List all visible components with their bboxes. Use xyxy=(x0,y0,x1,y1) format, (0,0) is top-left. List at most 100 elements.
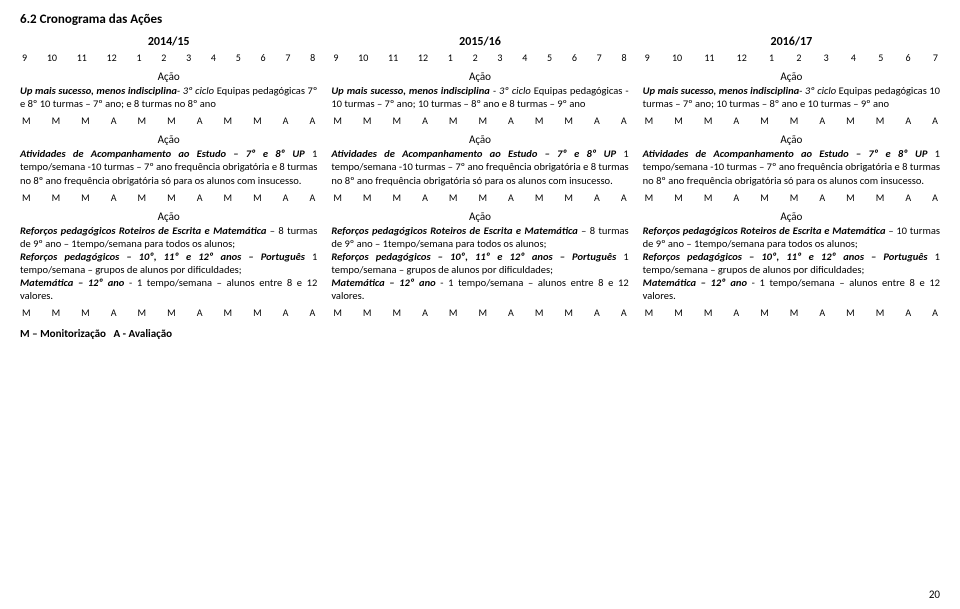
cell: M xyxy=(535,306,544,319)
cell: 10 xyxy=(672,51,682,64)
cell: 5 xyxy=(878,51,883,64)
action-3-col-2: Reforços pedagógicos Roteiros de Escrita… xyxy=(331,224,628,303)
cell: A xyxy=(422,191,428,204)
cell: M xyxy=(22,306,31,319)
cell: M xyxy=(138,191,147,204)
cell: M xyxy=(645,191,654,204)
action-2-col-2: Atividades de Acompanhamento ao Estudo –… xyxy=(331,147,628,186)
cell: M xyxy=(81,191,90,204)
cell: A xyxy=(621,191,627,204)
cell: 3 xyxy=(497,51,502,64)
cell: 10 xyxy=(358,51,368,64)
cell: A xyxy=(111,191,117,204)
mm-row-2: MMMAMMAMMAA MMMAMMAMMAA MMMAMMAMMAA xyxy=(20,187,940,210)
cell: A xyxy=(197,191,203,204)
cell: M xyxy=(790,306,799,319)
cell: A xyxy=(111,306,117,319)
cell: A xyxy=(594,191,600,204)
cell: A xyxy=(309,306,315,319)
months-2015: 910111212345678 xyxy=(331,51,628,64)
cell: A xyxy=(819,191,825,204)
cell: 8 xyxy=(310,51,315,64)
cell: M xyxy=(52,306,61,319)
cell: 4 xyxy=(522,51,527,64)
year-2014: 2014/15 xyxy=(20,35,317,49)
action-row-2: Ação Atividades de Acompanhamento ao Est… xyxy=(20,133,940,186)
cell: 4 xyxy=(851,51,856,64)
cell: A xyxy=(111,114,117,127)
cell: A xyxy=(594,306,600,319)
cell: M xyxy=(846,191,855,204)
cell: M xyxy=(535,191,544,204)
action-1-col-2: Up mais sucesso, menos indisciplina - 3º… xyxy=(331,84,628,110)
cell: A xyxy=(283,306,289,319)
section-title: 6.2 Cronograma das Ações xyxy=(20,12,940,27)
cell: M xyxy=(224,114,233,127)
cell: M xyxy=(333,306,342,319)
cell: M xyxy=(333,191,342,204)
cell: M xyxy=(253,191,262,204)
action-row-1: Ação Up mais sucesso, menos indisciplina… xyxy=(20,70,940,110)
cell: M xyxy=(167,306,176,319)
cell: M xyxy=(704,306,713,319)
cell: A xyxy=(905,306,911,319)
cell: 9 xyxy=(333,51,338,64)
cell: M xyxy=(449,191,458,204)
action-3-col-3: Reforços pedagógicos Roteiros de Escrita… xyxy=(643,224,940,303)
action-row-3: Ação Reforços pedagógicos Roteiros de Es… xyxy=(20,210,940,303)
cell: A xyxy=(819,114,825,127)
cell: M xyxy=(363,191,372,204)
cell: 2 xyxy=(473,51,478,64)
cell: 9 xyxy=(22,51,27,64)
cell: A xyxy=(283,191,289,204)
cell: A xyxy=(621,306,627,319)
action-1-col-3: Up mais sucesso, menos indisciplina- 3º … xyxy=(643,84,940,110)
cell: A xyxy=(508,306,514,319)
cell: 5 xyxy=(236,51,241,64)
cell: 3 xyxy=(824,51,829,64)
cell: M xyxy=(876,114,885,127)
cell: M xyxy=(333,114,342,127)
cell: M xyxy=(81,114,90,127)
cell: M xyxy=(478,306,487,319)
cell: M xyxy=(224,191,233,204)
mm-row-3: MMMAMMAMMAA MMMAMMAMMAA MMMAMMAMMAA xyxy=(20,302,940,325)
cell: 5 xyxy=(547,51,552,64)
cell: M xyxy=(674,306,683,319)
page-number: 20 xyxy=(929,588,940,601)
cell: 11 xyxy=(704,51,714,64)
cell: A xyxy=(905,114,911,127)
cell: M xyxy=(363,114,372,127)
cell: M xyxy=(167,191,176,204)
cell: M xyxy=(81,306,90,319)
cell: M xyxy=(704,114,713,127)
months-2014: 910111212345678 xyxy=(20,51,317,64)
cell: A xyxy=(621,114,627,127)
cell: M xyxy=(645,114,654,127)
cell: M xyxy=(138,114,147,127)
cell: A xyxy=(309,191,315,204)
cell: 11 xyxy=(77,51,87,64)
cell: M xyxy=(790,114,799,127)
cell: M xyxy=(760,306,769,319)
cell: 4 xyxy=(211,51,216,64)
cell: M xyxy=(760,191,769,204)
cell: 6 xyxy=(261,51,266,64)
mm-row-1: MMMAMMAMMAA MMMAMMAMMAA MMMAMMAMMAA xyxy=(20,110,940,133)
cell: M xyxy=(564,306,573,319)
cell: A xyxy=(594,114,600,127)
cell: 1 xyxy=(136,51,141,64)
cell: M xyxy=(846,306,855,319)
cell: M xyxy=(138,306,147,319)
cell: M xyxy=(253,306,262,319)
action-3-col-1: Reforços pedagógicos Roteiros de Escrita… xyxy=(20,224,317,303)
cell: M xyxy=(674,191,683,204)
cell: 12 xyxy=(107,51,117,64)
cell: 2 xyxy=(161,51,166,64)
cell: 7 xyxy=(933,51,938,64)
cell: M xyxy=(449,306,458,319)
acao-label: Ação xyxy=(643,70,940,83)
cell: A xyxy=(932,306,938,319)
cell: A xyxy=(733,306,739,319)
cell: M xyxy=(704,191,713,204)
